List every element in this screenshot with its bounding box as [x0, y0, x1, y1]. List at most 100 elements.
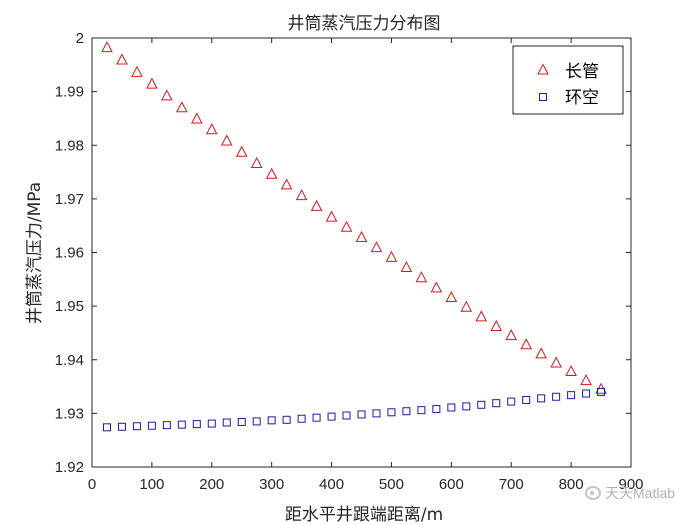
data-point-series-1: [535, 347, 547, 359]
data-point-series-1: [370, 241, 383, 253]
legend-label-series-2: 环空: [565, 88, 599, 108]
chart-title: 井筒蒸汽压力分布图: [288, 14, 441, 34]
y-tick-label: 1.93: [55, 405, 84, 422]
data-point-series-2: [522, 395, 531, 404]
data-point-series-2: [537, 394, 546, 403]
data-point-series-1: [445, 290, 458, 303]
y-tick-label: 1.94: [55, 352, 84, 369]
data-point-series-1: [460, 300, 473, 312]
data-point-series-2: [282, 415, 291, 424]
data-point-series-2: [207, 419, 216, 428]
x-tick-label: 500: [379, 476, 404, 493]
y-tick-label: 1.92: [55, 459, 84, 476]
data-point-series-1: [310, 199, 323, 211]
x-tick-label: 400: [319, 476, 344, 493]
data-point-series-1: [250, 156, 263, 168]
data-point-series-2: [447, 403, 456, 412]
x-tick-label: 800: [559, 476, 584, 493]
data-point-series-1: [176, 101, 188, 113]
data-point-series-1: [505, 329, 518, 341]
data-point-series-1: [415, 271, 428, 283]
data-point-series-2: [102, 423, 111, 432]
data-point-series-2: [342, 411, 351, 420]
legend-marker-series-2: [539, 93, 547, 101]
data-point-series-2: [237, 417, 246, 426]
legend-marker-series-1: [537, 63, 549, 75]
data-point-series-2: [477, 400, 486, 409]
data-point-series-2: [252, 417, 261, 426]
data-point-series-1: [235, 145, 248, 157]
x-axis-label: 距水平井跟端距离/m: [285, 505, 443, 525]
data-point-series-2: [372, 409, 381, 418]
data-point-series-2: [492, 399, 501, 408]
data-point-series-2: [402, 407, 411, 416]
x-tick-label: 900: [618, 476, 643, 493]
data-point-series-1: [340, 220, 353, 232]
data-point-series-1: [580, 374, 592, 386]
y-tick-label: 1.95: [55, 298, 84, 315]
data-point-series-1: [490, 319, 503, 332]
data-point-series-1: [131, 65, 143, 77]
data-point-series-2: [417, 406, 426, 415]
data-point-series-2: [387, 408, 396, 417]
data-point-series-1: [475, 310, 488, 322]
data-point-series-2: [267, 416, 276, 425]
data-point-series-1: [280, 178, 293, 190]
x-tick-label: 100: [139, 476, 164, 493]
data-point-series-1: [355, 230, 368, 242]
data-point-series-2: [432, 405, 441, 414]
y-tick-label: 2: [76, 30, 84, 47]
data-point-series-2: [192, 420, 201, 429]
watermark: 天天Matlab: [585, 483, 675, 503]
data-point-series-2: [117, 422, 126, 431]
legend: 长管 环空: [512, 45, 624, 115]
data-point-series-1: [101, 41, 113, 53]
plot-marks: [101, 41, 607, 432]
watermark-text: 天天Matlab: [605, 485, 676, 501]
data-point-series-1: [400, 260, 413, 273]
y-axis-label: 井筒蒸汽压力/MPa: [25, 182, 45, 324]
data-point-series-2: [147, 421, 156, 430]
data-point-series-2: [462, 402, 471, 411]
data-point-series-2: [297, 414, 306, 423]
data-point-series-2: [162, 421, 171, 430]
legend-label-series-1: 长管: [565, 62, 599, 82]
data-point-series-2: [327, 412, 336, 421]
data-point-series-2: [597, 387, 606, 396]
legend-box: [512, 45, 624, 115]
x-tick-label: 700: [499, 476, 524, 493]
data-point-series-2: [507, 397, 516, 406]
data-point-series-2: [582, 389, 591, 398]
data-point-series-2: [222, 418, 231, 427]
data-point-series-1: [520, 338, 533, 350]
data-point-series-1: [161, 89, 173, 101]
data-point-series-1: [295, 189, 308, 201]
data-point-series-1: [205, 123, 218, 135]
data-point-series-1: [430, 281, 443, 293]
data-point-series-1: [265, 167, 278, 179]
data-point-series-1: [325, 210, 338, 222]
data-point-series-2: [552, 392, 561, 401]
data-point-series-1: [565, 364, 577, 377]
x-tick-label: 300: [259, 476, 284, 493]
y-tick-label: 1.96: [55, 245, 84, 262]
data-point-series-2: [312, 413, 321, 422]
y-tick-label: 1.99: [55, 84, 84, 101]
wechat-icon: [585, 486, 601, 500]
data-point-series-2: [132, 422, 141, 431]
data-point-series-2: [357, 410, 366, 419]
axis-ticks: 0 100 200 300 400 500 600 700 800 900 1.92 1.93 1.94…: [55, 30, 644, 493]
legend-markers: [537, 63, 549, 101]
y-tick-label: 1.98: [55, 137, 84, 154]
data-point-series-1: [190, 112, 203, 124]
data-point-series-1: [116, 53, 128, 65]
axes-box: [91, 37, 632, 468]
data-point-series-1: [146, 77, 158, 89]
y-tick-label: 1.97: [55, 191, 84, 208]
x-tick-label: 0: [88, 476, 96, 493]
data-point-series-1: [385, 250, 398, 262]
data-point-series-2: [567, 391, 576, 400]
x-tick-label: 200: [199, 476, 224, 493]
x-tick-label: 600: [439, 476, 464, 493]
